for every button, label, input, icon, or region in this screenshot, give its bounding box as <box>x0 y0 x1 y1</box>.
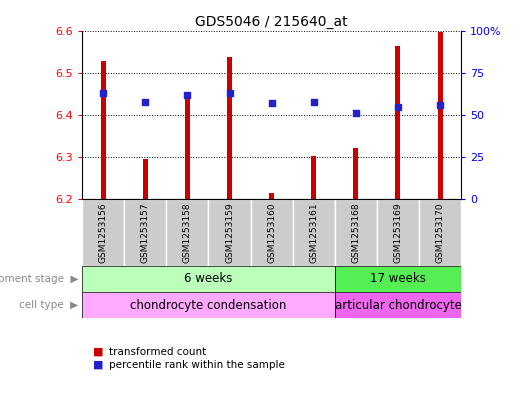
Text: ■: ■ <box>93 360 103 370</box>
Text: GSM1253168: GSM1253168 <box>351 202 360 263</box>
Bar <box>335 292 461 318</box>
Bar <box>101 61 105 199</box>
Text: 17 weeks: 17 weeks <box>370 272 426 285</box>
Bar <box>311 156 316 199</box>
Bar <box>251 199 293 266</box>
Bar <box>293 199 335 266</box>
Text: GSM1253157: GSM1253157 <box>141 202 150 263</box>
Bar <box>377 199 419 266</box>
Bar <box>166 199 208 266</box>
Bar <box>185 96 190 199</box>
Text: GSM1253160: GSM1253160 <box>267 202 276 263</box>
Bar <box>269 193 274 199</box>
Bar <box>82 199 124 266</box>
Point <box>141 99 149 105</box>
Title: GDS5046 / 215640_at: GDS5046 / 215640_at <box>196 15 348 29</box>
Bar <box>208 199 251 266</box>
Bar <box>354 148 358 199</box>
Point <box>225 90 234 97</box>
Text: transformed count: transformed count <box>109 347 206 357</box>
Bar <box>124 199 166 266</box>
Bar <box>335 199 377 266</box>
Point <box>99 90 108 97</box>
Text: development stage  ▶: development stage ▶ <box>0 274 78 284</box>
Text: GSM1253158: GSM1253158 <box>183 202 192 263</box>
Point <box>310 99 318 105</box>
Text: GSM1253161: GSM1253161 <box>309 202 318 263</box>
Point <box>436 102 444 108</box>
Bar <box>143 159 148 199</box>
Text: percentile rank within the sample: percentile rank within the sample <box>109 360 285 370</box>
Point <box>267 100 276 107</box>
Text: GSM1253156: GSM1253156 <box>99 202 108 263</box>
Text: GSM1253169: GSM1253169 <box>393 202 402 263</box>
Text: chondrocyte condensation: chondrocyte condensation <box>130 299 287 312</box>
Bar <box>227 57 232 199</box>
Bar <box>82 292 335 318</box>
Point <box>183 92 192 98</box>
Bar <box>395 46 401 199</box>
Text: cell type  ▶: cell type ▶ <box>19 300 78 310</box>
Text: GSM1253170: GSM1253170 <box>436 202 445 263</box>
Text: 6 weeks: 6 weeks <box>184 272 233 285</box>
Bar <box>335 266 461 292</box>
Bar <box>82 266 335 292</box>
Text: articular chondrocyte: articular chondrocyte <box>334 299 462 312</box>
Bar <box>419 199 461 266</box>
Text: ■: ■ <box>93 347 103 357</box>
Bar <box>438 32 443 199</box>
Point <box>351 110 360 117</box>
Text: GSM1253159: GSM1253159 <box>225 202 234 263</box>
Point <box>394 104 402 110</box>
